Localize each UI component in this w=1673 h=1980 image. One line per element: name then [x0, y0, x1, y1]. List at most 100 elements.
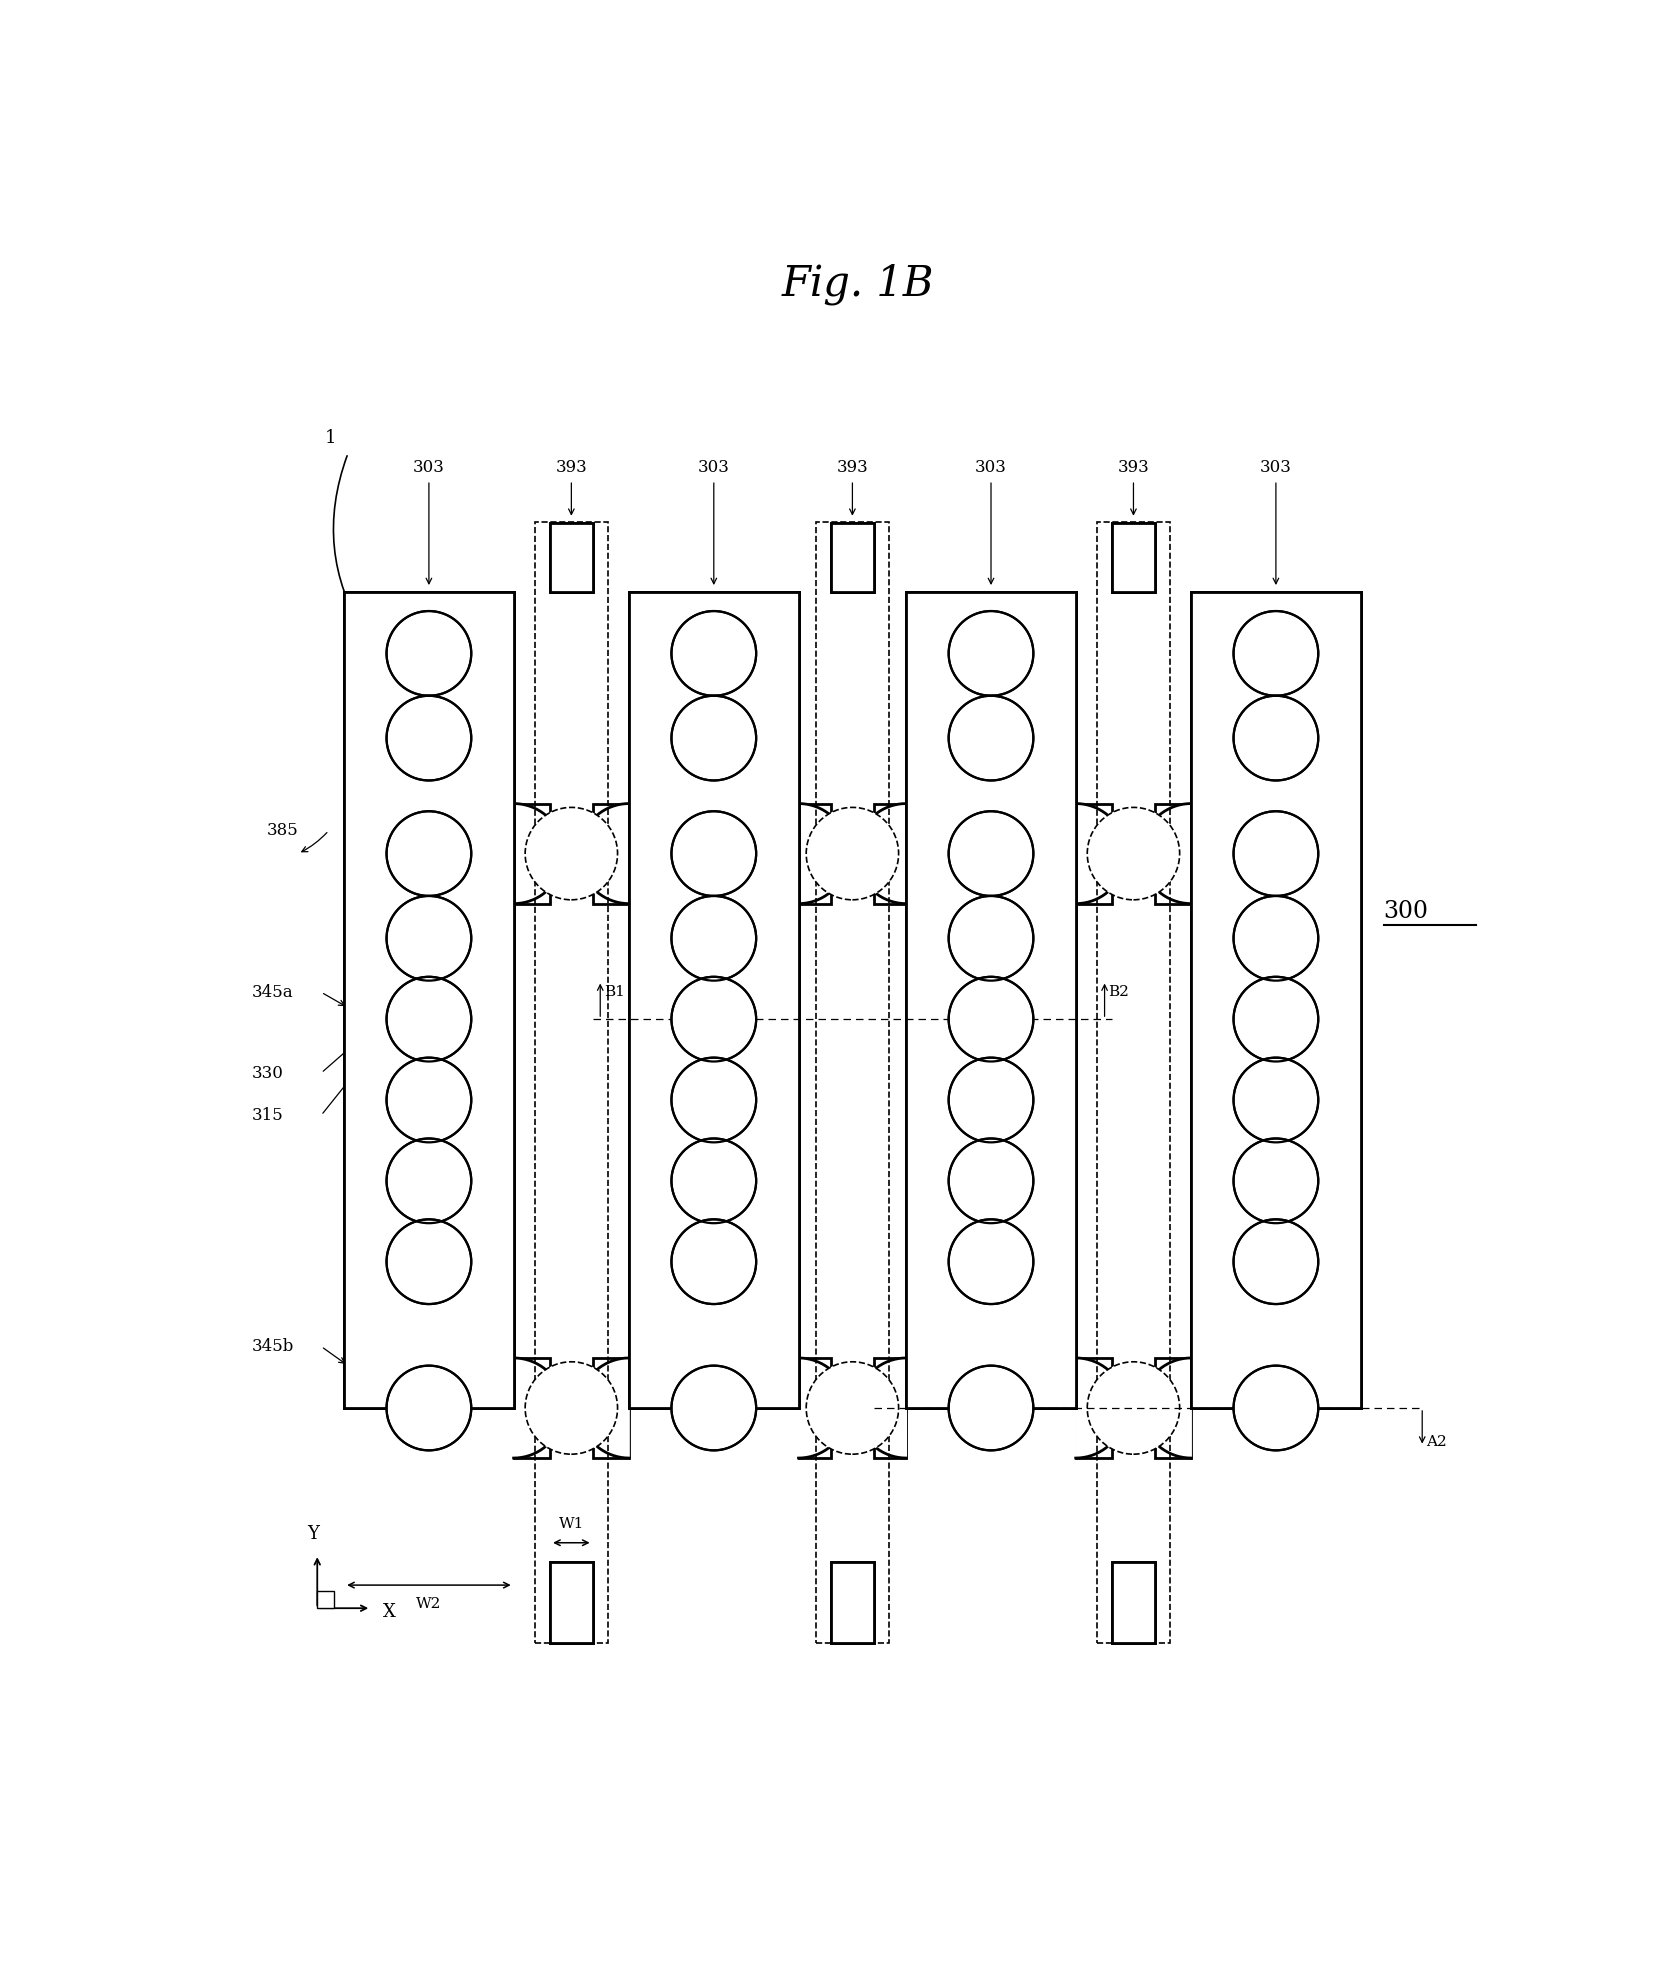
Circle shape	[1087, 808, 1179, 899]
Polygon shape	[514, 1358, 564, 1457]
Bar	[592, 1358, 629, 1457]
Bar	[816, 523, 888, 1643]
Circle shape	[671, 1057, 756, 1142]
Bar	[514, 1358, 550, 1457]
Circle shape	[386, 1138, 472, 1224]
Circle shape	[671, 976, 756, 1061]
Bar	[550, 523, 592, 592]
Bar	[1154, 804, 1191, 903]
Bar	[592, 804, 629, 903]
Text: X: X	[383, 1604, 395, 1622]
Circle shape	[949, 1057, 1034, 1142]
Circle shape	[1233, 1220, 1318, 1305]
Bar	[1191, 592, 1360, 1408]
Bar	[345, 592, 514, 1408]
Bar	[798, 804, 831, 903]
Polygon shape	[857, 1358, 907, 1457]
Bar	[873, 804, 907, 903]
Bar	[345, 592, 514, 1408]
Bar	[831, 523, 873, 592]
Text: 1: 1	[325, 430, 336, 447]
Bar	[1076, 804, 1113, 903]
Polygon shape	[857, 804, 907, 903]
Text: 393: 393	[555, 459, 587, 477]
Bar	[550, 1562, 592, 1643]
Circle shape	[1087, 1362, 1179, 1453]
Bar	[1113, 1562, 1154, 1643]
Circle shape	[806, 1362, 898, 1453]
Bar	[907, 592, 1076, 1408]
Bar	[831, 1562, 873, 1643]
Polygon shape	[1076, 804, 1126, 903]
Text: 330: 330	[253, 1065, 284, 1081]
Circle shape	[1233, 1057, 1318, 1142]
Bar	[629, 592, 798, 1408]
Bar	[873, 1358, 907, 1457]
Text: 393: 393	[836, 459, 868, 477]
Circle shape	[386, 1220, 472, 1305]
Circle shape	[386, 612, 472, 695]
Circle shape	[671, 895, 756, 980]
Circle shape	[386, 976, 472, 1061]
Bar	[1097, 523, 1169, 1643]
Bar	[1076, 1358, 1113, 1457]
Circle shape	[949, 812, 1034, 895]
Text: 385: 385	[268, 822, 299, 840]
Circle shape	[386, 1057, 472, 1142]
Circle shape	[386, 895, 472, 980]
Circle shape	[671, 1366, 756, 1449]
Circle shape	[949, 612, 1034, 695]
Text: B2: B2	[1109, 986, 1129, 1000]
Text: 303: 303	[413, 459, 445, 477]
Circle shape	[386, 695, 472, 780]
Text: 300: 300	[1384, 899, 1429, 923]
Bar	[318, 1592, 335, 1608]
Bar	[907, 592, 1076, 1408]
Text: A2: A2	[1425, 1436, 1447, 1449]
Bar	[831, 1562, 873, 1643]
Circle shape	[671, 1138, 756, 1224]
Bar	[1113, 523, 1154, 592]
Polygon shape	[579, 804, 629, 903]
Bar	[1113, 523, 1154, 592]
Bar	[550, 523, 592, 592]
Circle shape	[806, 808, 898, 899]
Bar	[1191, 592, 1360, 1408]
Circle shape	[949, 1366, 1034, 1449]
Bar	[798, 1358, 831, 1457]
Text: 345a: 345a	[253, 984, 293, 1000]
Bar	[1154, 1358, 1191, 1457]
Bar	[1191, 592, 1360, 1408]
Polygon shape	[1141, 1358, 1191, 1457]
Polygon shape	[514, 804, 564, 903]
Circle shape	[949, 976, 1034, 1061]
Bar	[629, 592, 798, 1408]
Bar	[345, 592, 514, 1408]
Bar	[629, 592, 798, 1408]
Circle shape	[949, 1220, 1034, 1305]
Circle shape	[1233, 895, 1318, 980]
Circle shape	[1233, 812, 1318, 895]
Text: 345b: 345b	[253, 1338, 294, 1354]
Bar	[514, 804, 550, 903]
Polygon shape	[798, 1358, 848, 1457]
Circle shape	[671, 695, 756, 780]
Circle shape	[525, 1362, 617, 1453]
Text: B1: B1	[604, 986, 626, 1000]
Circle shape	[1233, 1366, 1318, 1449]
Circle shape	[671, 812, 756, 895]
Text: W2: W2	[417, 1596, 442, 1610]
Circle shape	[949, 695, 1034, 780]
Text: 303: 303	[698, 459, 729, 477]
Circle shape	[525, 808, 617, 899]
Circle shape	[386, 812, 472, 895]
Circle shape	[949, 895, 1034, 980]
Circle shape	[671, 1220, 756, 1305]
Bar	[1113, 1562, 1154, 1643]
Circle shape	[1233, 695, 1318, 780]
Text: A1: A1	[885, 1436, 905, 1449]
Text: 393: 393	[1118, 459, 1149, 477]
Circle shape	[1233, 976, 1318, 1061]
Bar	[535, 523, 607, 1643]
Circle shape	[1233, 1138, 1318, 1224]
